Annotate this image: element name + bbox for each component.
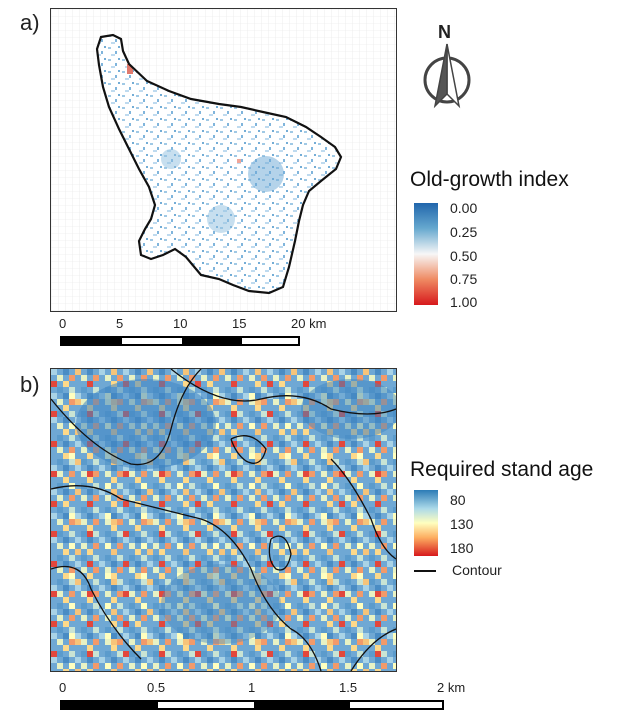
stand-age-raster [51, 369, 396, 671]
contour-lines [51, 369, 396, 671]
scale-bar-a-segment [182, 338, 242, 344]
legend-b-title: Required stand age [410, 458, 594, 481]
axis-b-tick-3: 1.5 [339, 680, 358, 695]
old-growth-colorbar [414, 203, 438, 305]
scale-bar-b [60, 700, 444, 710]
legend-b-tick-0: 80 [450, 492, 466, 508]
stand-age-map-svg [51, 369, 396, 671]
axis-a-tick-1: 5 [116, 316, 124, 331]
contour-legend-label: Contour [452, 562, 502, 578]
axis-b-tick-0: 0 [59, 680, 67, 695]
scale-bar-a [60, 336, 300, 346]
old-growth-map-svg [51, 9, 396, 311]
old-growth-map [50, 8, 397, 312]
scale-bar-b-segment [62, 702, 158, 708]
legend-a-tick-3: 0.75 [450, 271, 478, 287]
legend-a-tick-2: 0.50 [450, 248, 478, 264]
scale-bar-a-segment [62, 338, 122, 344]
axis-a-tick-4: 20 km [291, 316, 327, 331]
panel-b-label: b) [20, 372, 40, 397]
legend-b-tick-2: 180 [450, 540, 474, 556]
legend-a-tick-0: 0.00 [450, 200, 478, 216]
axis-a-tick-0: 0 [59, 316, 67, 331]
axis-a-tick-2: 10 [173, 316, 188, 331]
axis-b-tick-4: 2 km [437, 680, 466, 695]
stand-age-map [50, 368, 397, 672]
axis-a-tick-3: 15 [232, 316, 247, 331]
contour-legend-line [414, 570, 436, 572]
axis-b-tick-2: 1 [248, 680, 256, 695]
panel-a-label: a) [20, 10, 40, 35]
scale-bar-b-segment [254, 702, 350, 708]
legend-a-tick-4: 1.00 [450, 294, 478, 310]
region-boundary [95, 33, 343, 295]
north-arrow-icon [423, 43, 471, 109]
north-label: N [438, 22, 451, 42]
stand-age-colorbar [414, 490, 438, 556]
north-arrow: N [415, 22, 479, 112]
axis-b-tick-1: 0.5 [147, 680, 166, 695]
legend-a-title: Old-growth index [410, 168, 569, 191]
legend-a-tick-1: 0.25 [450, 224, 478, 240]
legend-b-tick-1: 130 [450, 516, 474, 532]
